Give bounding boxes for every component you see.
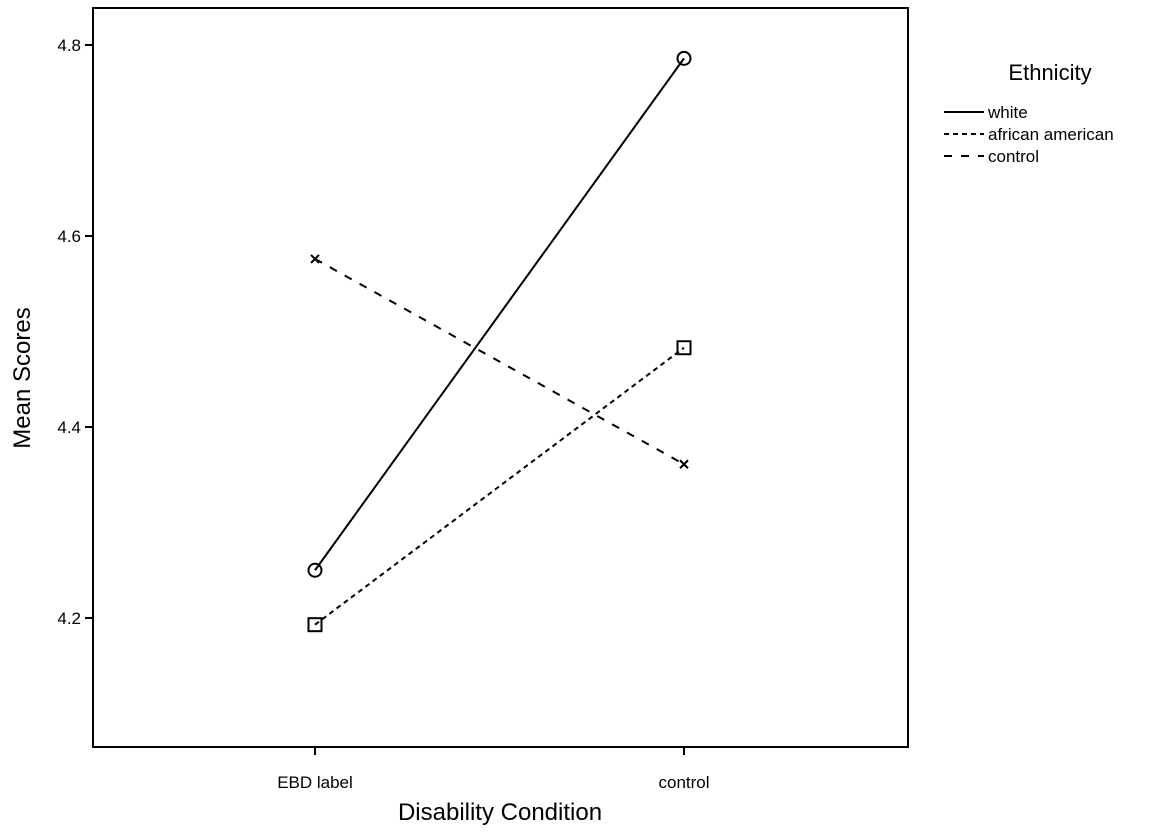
data-point-marker [676,340,692,356]
series-line [314,258,685,466]
legend-label: control [988,147,1039,166]
legend: Ethnicity white african american control [944,60,1114,166]
series-african-american [307,340,692,633]
legend-item: control [944,147,1039,166]
y-axis: 4.2 4.4 4.6 4.8 [57,36,93,628]
series-layer [307,50,692,633]
legend-label: white [987,103,1028,122]
y-tick-label: 4.2 [57,609,81,628]
series-line [314,57,685,571]
data-point-marker [676,50,692,66]
data-point-marker [307,617,323,633]
legend-label: african american [988,125,1114,144]
y-axis-title: Mean Scores [9,307,36,448]
x-axis: EBD label control [277,747,710,792]
x-axis-title: Disability Condition [398,799,602,826]
data-point-marker [310,254,320,264]
y-tick-label: 4.4 [57,418,81,437]
legend-item: white [944,103,1028,122]
series-line [314,346,685,626]
y-tick-label: 4.6 [57,227,81,246]
plot-frame [92,7,909,748]
series-white [307,50,692,578]
data-point-marker [679,459,689,469]
legend-title: Ethnicity [1008,60,1091,85]
series-control [310,254,689,469]
x-tick-label: EBD label [277,773,353,792]
data-point-marker [307,562,323,578]
x-tick-label: control [658,773,709,792]
legend-item: african american [944,125,1114,144]
y-tick-label: 4.8 [57,36,81,55]
